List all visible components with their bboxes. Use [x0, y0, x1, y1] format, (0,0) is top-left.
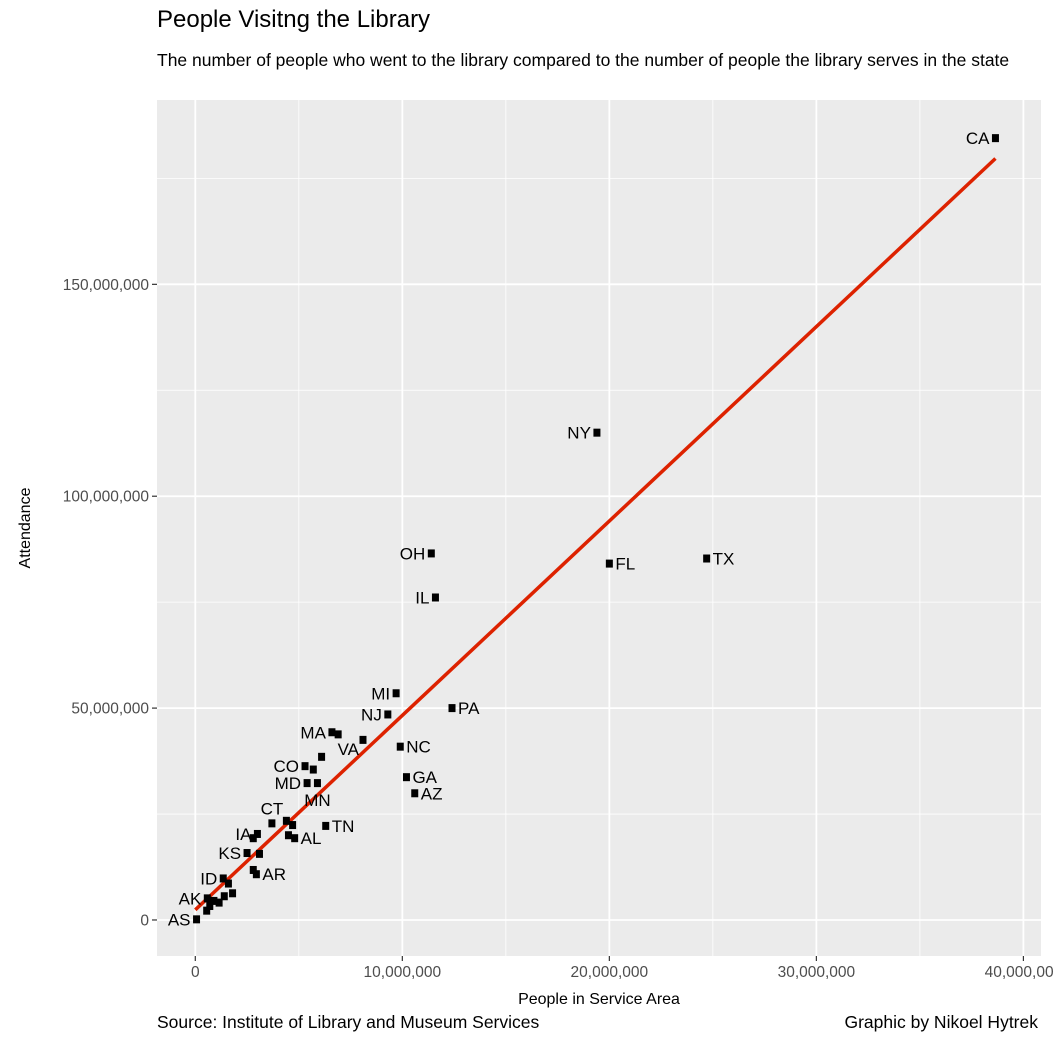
data-point [203, 906, 211, 915]
data-point [402, 773, 410, 782]
data-point [206, 901, 214, 910]
trend-line-group [194, 157, 997, 912]
data-point [284, 831, 292, 840]
data-point [605, 559, 613, 568]
data-point [359, 735, 367, 744]
y-tick-label: 150,000,000 [63, 277, 150, 294]
data-point [243, 849, 251, 858]
y-axis-ticks: 0 50,000,000 100,000,000 150,000,000 [63, 277, 157, 929]
data-point [210, 896, 218, 905]
data-point [249, 865, 257, 874]
y-axis-title: Attendance [17, 487, 34, 568]
data-point [448, 704, 456, 713]
chart-subtitle: The number of people who went to the lib… [157, 50, 1010, 70]
point-label: PA [458, 699, 480, 718]
data-points [193, 134, 999, 924]
data-point [384, 710, 392, 719]
point-label: NJ [361, 705, 382, 724]
data-point [322, 821, 330, 830]
point-label: CO [274, 757, 300, 776]
point-label: IA [235, 825, 252, 844]
point-label: TN [332, 817, 355, 836]
data-point [593, 428, 601, 437]
point-label: AR [262, 865, 286, 884]
data-point [252, 870, 260, 879]
data-point [703, 554, 711, 563]
point-label: ID [200, 869, 217, 888]
point-label: CT [261, 799, 284, 818]
y-tick-label: 50,000,000 [71, 701, 149, 718]
data-point [328, 728, 336, 737]
data-point [291, 834, 299, 843]
point-label: MD [275, 774, 301, 793]
point-label: AZ [421, 784, 443, 803]
point-label: TX [713, 550, 735, 569]
x-tick-label: 10,000,000 [364, 964, 442, 981]
data-point [411, 789, 419, 798]
y-tick-label: 0 [140, 912, 149, 929]
point-label: FL [615, 555, 635, 574]
x-tick-label: 20,000,000 [571, 964, 649, 981]
point-label: IL [415, 588, 429, 607]
data-point [318, 752, 326, 761]
point-label: KS [218, 844, 241, 863]
data-point [301, 762, 309, 771]
data-point [289, 821, 297, 830]
point-label: NY [567, 424, 591, 443]
point-label: AK [179, 889, 202, 908]
x-tick-label: 40,000,000 [985, 964, 1054, 981]
major-gridlines [157, 100, 1041, 956]
point-label: MI [371, 684, 390, 703]
point-label: OH [400, 544, 426, 563]
data-point [427, 549, 435, 558]
data-point [392, 689, 400, 698]
point-label: MA [300, 723, 326, 742]
data-point [268, 819, 276, 828]
plot-panel [157, 100, 1041, 956]
data-point [219, 874, 227, 883]
trend-line [194, 157, 997, 912]
data-point [282, 816, 290, 825]
data-point [249, 834, 257, 843]
data-point [253, 829, 261, 838]
data-point [224, 879, 232, 888]
x-tick-label: 0 [191, 964, 200, 981]
data-point [396, 742, 404, 751]
y-tick-label: 100,000,000 [63, 489, 150, 506]
credit-caption: Graphic by Nikoel Hytrek [844, 1012, 1038, 1032]
point-label: AS [168, 910, 191, 929]
data-point [334, 730, 342, 739]
x-axis-title: People in Service Area [518, 991, 680, 1008]
point-label: MN [304, 791, 330, 810]
data-point [255, 849, 263, 858]
chart-title: People Visitng the Library [157, 6, 431, 33]
point-label: AL [301, 829, 322, 848]
x-axis-ticks: 0 10,000,000 20,000,000 30,000,000 40,000,00… [191, 956, 1054, 981]
source-caption: Source: Institute of Library and Museum … [157, 1012, 540, 1032]
data-point [215, 898, 223, 907]
point-label: CA [966, 129, 990, 148]
data-point [431, 593, 439, 602]
x-tick-label: 30,000,000 [778, 964, 856, 981]
point-label: VA [338, 740, 360, 759]
data-point [203, 894, 211, 903]
data-point [303, 779, 311, 788]
data-point [193, 915, 201, 924]
data-point [229, 889, 237, 898]
data-point [220, 892, 228, 901]
point-label: NC [406, 738, 431, 757]
data-point [309, 765, 317, 774]
point-label: GA [412, 768, 437, 787]
data-point [313, 779, 321, 788]
data-point [991, 134, 999, 143]
